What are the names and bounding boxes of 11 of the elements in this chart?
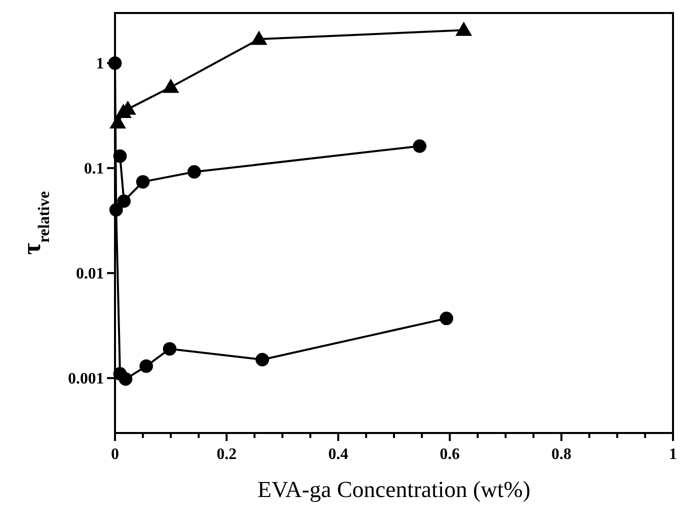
x-tick-label: 0.8 — [551, 446, 572, 463]
x-tick-label: 0.6 — [440, 446, 460, 463]
y-tick-label: 0.01 — [76, 266, 104, 283]
y-tick-label: 0.001 — [68, 370, 104, 388]
x-tick-label: 0.2 — [216, 446, 237, 463]
x-tick-label: 1 — [669, 446, 677, 463]
x-axis-title: EVA-ga Concentration (wt%) — [258, 477, 530, 502]
y-tick-label: 1 — [96, 56, 104, 73]
x-tick-label: 0.4 — [328, 446, 348, 463]
y-tick-label: 0.1 — [84, 160, 104, 178]
x-tick-label: 0 — [111, 446, 119, 463]
